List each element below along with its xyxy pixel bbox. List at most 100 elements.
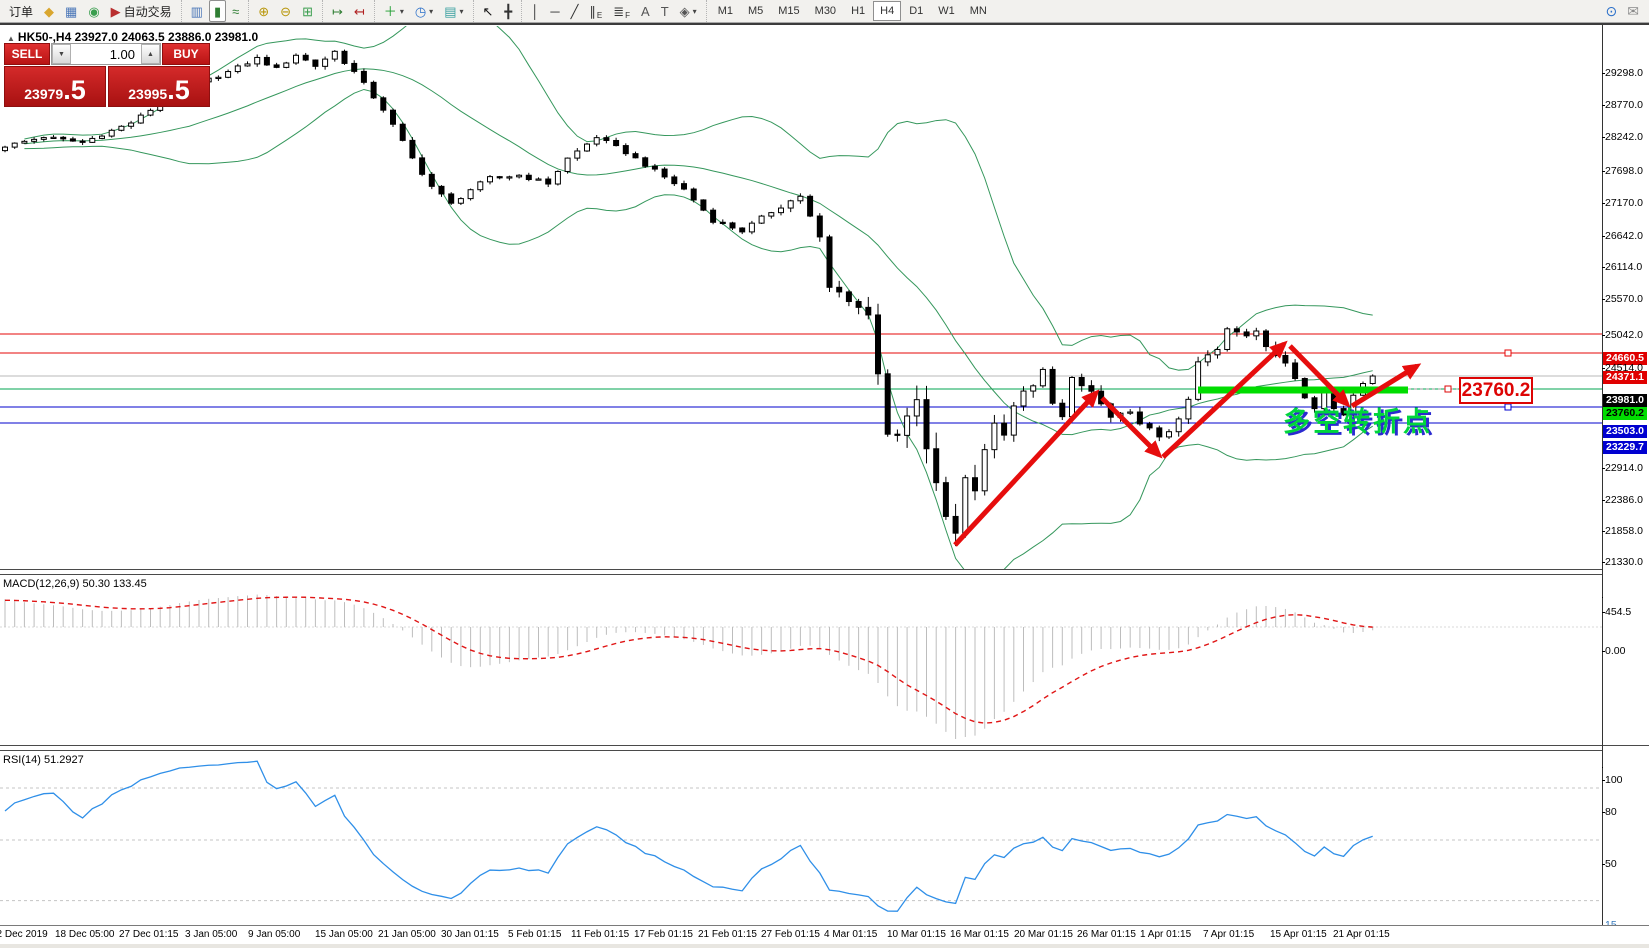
templates-button[interactable]: ▤ ▾ [439, 0, 468, 22]
candle-body [1166, 431, 1172, 438]
price-axis-label: 22386.0 [1602, 494, 1643, 506]
timeframe-button-m30[interactable]: M30 [814, 5, 837, 17]
zoom-in-button[interactable]: ⊕ [253, 0, 274, 22]
search-icon[interactable]: ⊙ [1605, 2, 1618, 19]
candle-body [554, 170, 561, 185]
timeframe-button-m15[interactable]: M15 [778, 5, 800, 17]
new-order-icon[interactable]: ◆ [39, 0, 59, 22]
candle-body [428, 173, 435, 187]
line-handle[interactable] [1504, 349, 1512, 357]
buy-price-button[interactable]: 23995.5 [108, 66, 210, 107]
periods-button[interactable]: ◷ ▾ [410, 0, 438, 22]
time-axis[interactable]: 12 Dec 2019 18 Dec 05:00 27 Dec 01:15 3 Jan… [0, 925, 1649, 945]
candle-body [584, 143, 590, 152]
channel-button[interactable]: ∥ E [584, 0, 607, 22]
candle-body [477, 181, 484, 191]
main-chart-canvas[interactable] [0, 26, 1602, 569]
line-chart-button-glyph: ≈ [232, 3, 240, 19]
candle-body [360, 70, 367, 83]
fibonacci-button[interactable]: ≣ F [608, 0, 635, 22]
time-axis-label: 11 Feb 01:15 [571, 929, 630, 940]
auto-scroll-button[interactable]: ↤ [349, 0, 370, 22]
cursor-button[interactable]: ↖ [478, 0, 499, 22]
candle-body [215, 76, 222, 80]
auto-trading-button-label: 自动交易 [123, 4, 172, 19]
candle-body [1136, 411, 1143, 425]
timeframe-button-h1[interactable]: H1 [851, 5, 866, 17]
trend-arrow[interactable] [953, 389, 1100, 547]
candle-body [60, 136, 67, 140]
tile-windows-button[interactable]: ⊞ [297, 0, 318, 22]
candle-body [293, 54, 299, 64]
vertical-line-button[interactable]: │ [526, 0, 544, 22]
buy-price-main: 23995 [128, 86, 168, 102]
rsi-panel-canvas[interactable] [0, 750, 1602, 925]
line-chart-button[interactable]: ≈ [227, 0, 244, 22]
bollinger-upper-band [24, 26, 1373, 371]
trend-arrow[interactable] [1288, 344, 1351, 408]
timeframe-button-m1[interactable]: M1 [717, 5, 733, 17]
volume-decrease-button[interactable]: ▼ [52, 44, 71, 64]
toolbar-group: ↦ ↤ [321, 0, 374, 22]
toolbar-group: ⊕ ⊖ ⊞ [248, 0, 322, 22]
sell-button[interactable]: SELL [4, 43, 50, 65]
sell-price-button[interactable]: 23979.5 [4, 66, 106, 107]
zoom-out-button[interactable]: ⊖ [275, 0, 296, 22]
chat-icon[interactable]: ✉ [1627, 2, 1639, 19]
candle-body [69, 138, 76, 142]
price-axis-label: 26642.0 [1602, 230, 1643, 242]
candlestick-chart-button[interactable]: ▮ [208, 0, 227, 22]
turning-point-annotation[interactable]: 多空转折点 [1283, 407, 1433, 438]
bar-chart-button[interactable]: ▥ [186, 0, 208, 22]
price-axis-label: 23229.7 [1603, 441, 1647, 454]
support-zone-bar[interactable] [1198, 386, 1408, 394]
candle-body [681, 183, 687, 190]
auto-trading-button[interactable]: ▶ 自动交易 [106, 0, 177, 22]
price-axis-label: 22914.0 [1602, 462, 1643, 474]
text-label-button[interactable]: T [656, 0, 674, 22]
price-annotation-box[interactable]: 23760.2 [1459, 377, 1533, 404]
ea-signal-icon[interactable]: ◉ [83, 0, 104, 22]
volume-increase-button[interactable]: ▲ [141, 44, 160, 64]
volume-value[interactable]: 1.00 [109, 46, 135, 62]
volume-spinner[interactable]: ▼ 1.00 ▲ [51, 43, 161, 65]
line-handle[interactable] [1444, 385, 1452, 393]
panel-splitter[interactable] [0, 745, 1649, 751]
candle-body [1340, 408, 1347, 416]
candle-body [700, 199, 707, 211]
toolbar-group: 订单 ◆ ▦ ◉ ▶ 自动交易 [0, 0, 181, 22]
chart-window-icon[interactable]: ▦ [60, 0, 82, 22]
indicators-button[interactable]: ＋ ▾ [379, 0, 409, 22]
timeframe-button-h4[interactable]: H4 [873, 1, 902, 21]
timeframe-button-m5[interactable]: M5 [747, 5, 764, 17]
trendline-button-glyph: ╱ [570, 3, 579, 19]
fibonacci-button-glyph: ≣ [613, 3, 625, 19]
timeframe-button-mn[interactable]: MN [969, 5, 987, 17]
candle-body [1282, 354, 1289, 364]
new-order-button[interactable]: 订单 [4, 0, 38, 22]
price-axis[interactable]: 29298.0 28770.0 28242.0 27698.0 27170.0 26642… [1601, 25, 1649, 603]
price-axis-label: 21858.0 [1602, 525, 1643, 537]
macd-panel-canvas[interactable] [0, 575, 1602, 745]
time-axis-label: 27 Feb 01:15 [761, 929, 820, 940]
buy-button[interactable]: BUY [162, 43, 210, 65]
candle-body [225, 71, 232, 78]
horizontal-line-button[interactable]: ─ [545, 0, 564, 22]
trend-arrow[interactable] [1100, 396, 1163, 459]
candle-body [962, 477, 969, 534]
candle-body [147, 109, 154, 116]
line-handle[interactable] [1504, 403, 1512, 411]
text-button[interactable]: A [636, 0, 655, 22]
trend-arrow[interactable] [1350, 363, 1422, 409]
chart-shift-button[interactable]: ↦ [327, 0, 348, 22]
trendline-button[interactable]: ╱ [566, 0, 584, 22]
horizontal-line-button-glyph: ─ [550, 3, 560, 19]
trend-arrow[interactable] [1161, 340, 1288, 459]
timeframe-button-d1[interactable]: D1 [909, 5, 924, 17]
timeframe-button-w1[interactable]: W1 [938, 5, 955, 17]
panel-splitter[interactable] [0, 569, 1649, 575]
crosshair-button[interactable]: ╋ [499, 0, 517, 22]
candle-body [613, 139, 620, 147]
candle-body [11, 142, 18, 148]
shapes-button[interactable]: ◈ ▾ [675, 0, 702, 22]
